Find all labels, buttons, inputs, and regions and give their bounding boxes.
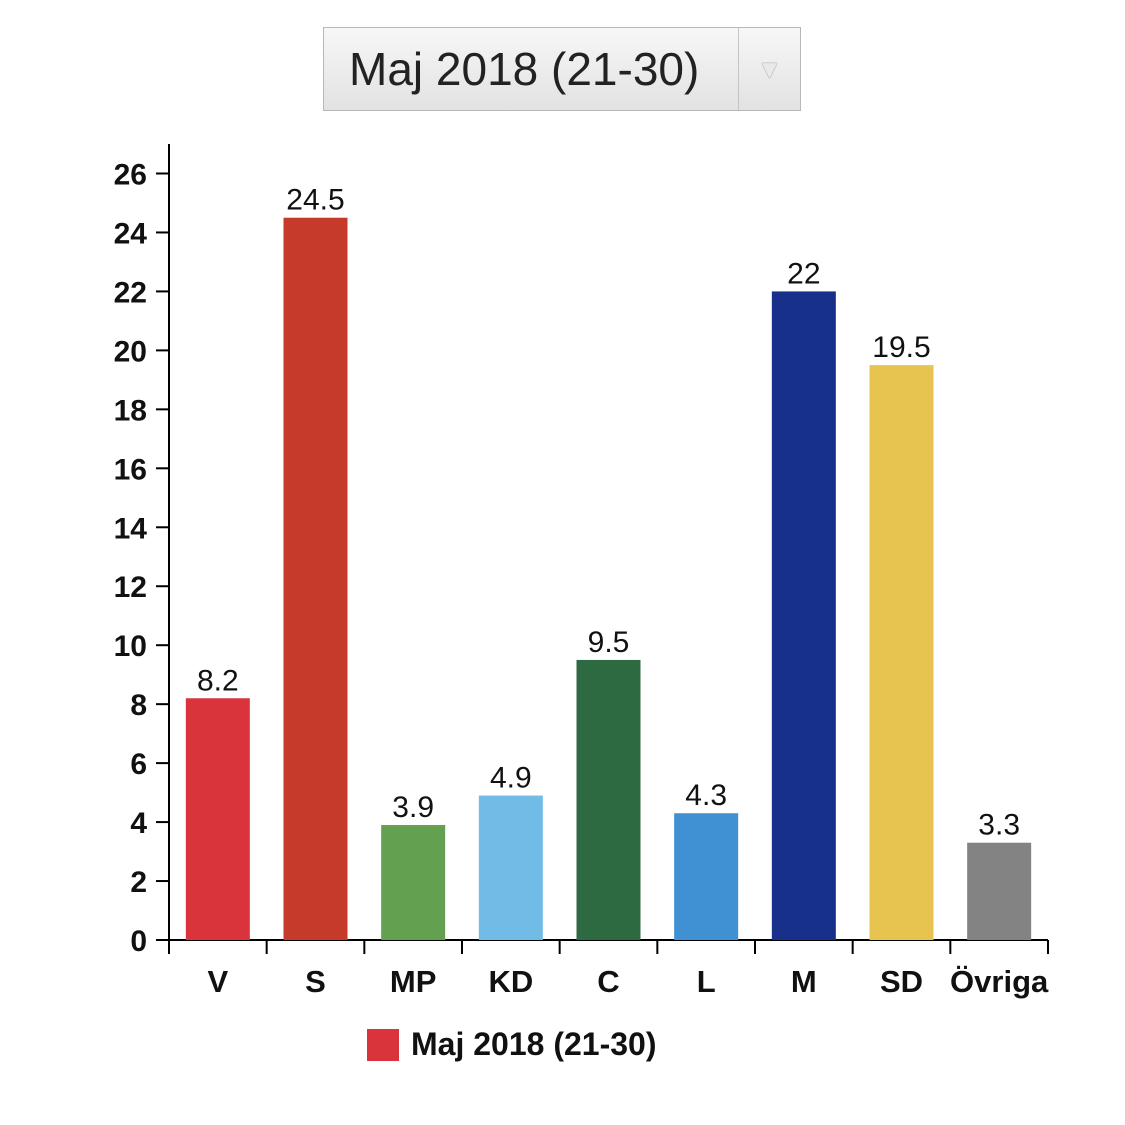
period-select-value: Maj 2018 (21-30): [349, 43, 700, 95]
bar-kd: [478, 795, 543, 940]
bar-m: [771, 291, 836, 940]
y-tick-label: 2: [130, 866, 147, 899]
y-tick-label: 0: [130, 925, 147, 958]
bar-value-label: 19.5: [872, 331, 930, 364]
x-tick-label: KD: [488, 964, 533, 999]
bar-s: [283, 217, 348, 940]
bar-value-label: 9.5: [588, 626, 630, 659]
legend-label: Maj 2018 (21-30): [411, 1026, 657, 1062]
x-tick-label: SD: [880, 964, 923, 999]
bars: [185, 217, 1032, 940]
bar-value-label: 3.3: [978, 809, 1020, 842]
y-tick-label: 8: [130, 689, 147, 722]
y-tick-label: 6: [130, 748, 147, 781]
bar-value-label: 4.9: [490, 762, 532, 795]
x-axis: V S MP KD C L M SD Övriga: [168, 939, 1049, 999]
legend-swatch: [367, 1028, 399, 1061]
bar-l: [674, 813, 739, 940]
y-tick-label: 14: [114, 512, 148, 545]
bar-sd: [869, 365, 934, 940]
y-tick-label: 16: [114, 453, 147, 486]
y-tick-label: 4: [130, 807, 147, 840]
bar-value-label: 4.3: [685, 779, 727, 812]
y-tick-label: 20: [114, 335, 147, 368]
bar-mp: [381, 825, 446, 940]
bar-value-label: 24.5: [286, 184, 344, 217]
y-tick-label: 10: [114, 630, 147, 663]
bar-value-label: 8.2: [197, 664, 239, 697]
y-tick-label: 24: [114, 217, 148, 250]
y-tick-label: 12: [114, 571, 147, 604]
bar-övriga: [967, 842, 1032, 940]
legend: Maj 2018 (21-30): [367, 1026, 656, 1063]
chevron-down-icon[interactable]: ▼: [738, 28, 800, 110]
period-select[interactable]: Maj 2018 (21-30) ▼: [323, 27, 801, 111]
bar-value-labels: 8.2 24.5 3.9 4.9 9.5 4.3 22 19.5 3.3: [197, 184, 1020, 842]
y-tick-label: 22: [114, 276, 147, 309]
y-tick-label: 18: [114, 394, 147, 427]
x-tick-label: M: [791, 964, 817, 999]
bar-c: [576, 659, 641, 940]
bar-v: [185, 698, 250, 940]
y-tick-label: 26: [114, 159, 147, 192]
x-tick-label: V: [207, 964, 228, 999]
x-tick-label: MP: [390, 964, 437, 999]
bar-value-label: 22: [787, 257, 820, 290]
x-tick-label: C: [597, 964, 619, 999]
x-tick-label: L: [697, 964, 716, 999]
x-tick-label: Övriga: [950, 964, 1049, 999]
x-tick-label: S: [305, 964, 326, 999]
bar-value-label: 3.9: [392, 791, 434, 824]
